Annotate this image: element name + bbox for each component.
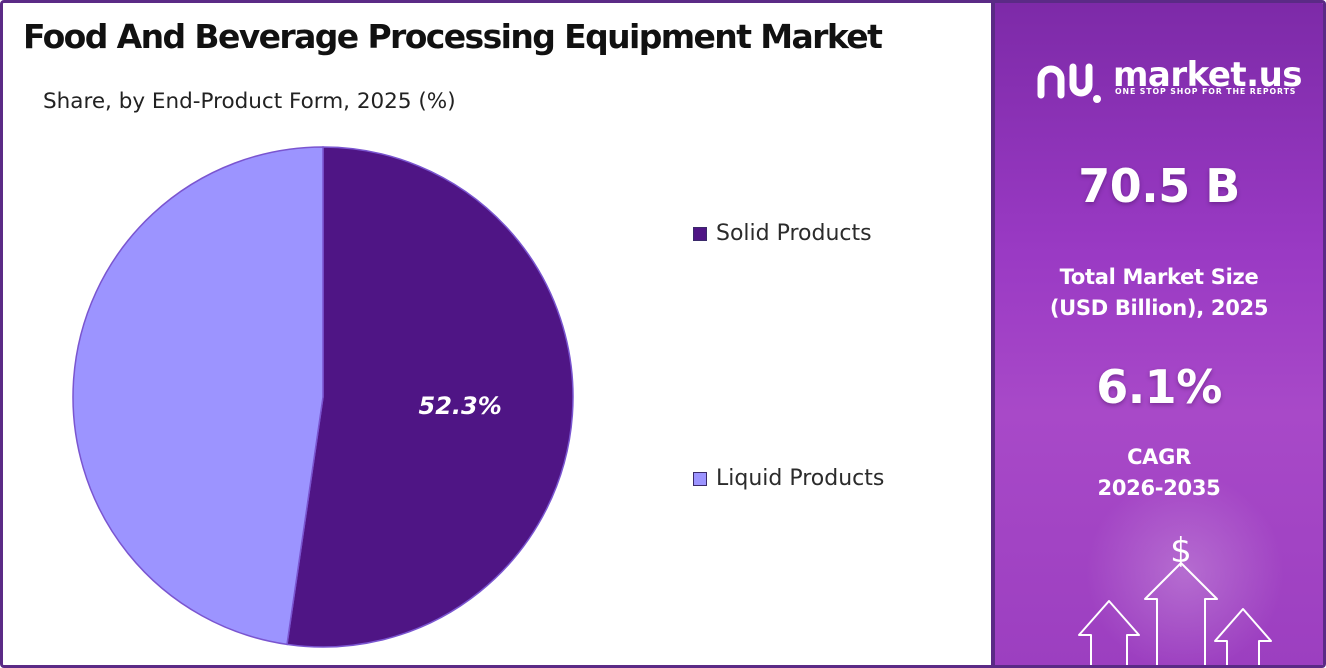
market-size-label-line1: Total Market Size [1059,265,1259,289]
panel-divider [991,3,995,665]
growth-arrows-icon [1078,562,1272,665]
stats-sidebar: market.us ONE STOP SHOP FOR THE REPORTS … [995,3,1323,665]
brand-name: market.us [1113,55,1303,95]
chart-subtitle: Share, by End-Product Form, 2025 (%) [43,89,456,114]
pie-chart: 52.3% [72,146,574,648]
chart-panel: Food And Beverage Processing Equipment M… [3,3,991,665]
legend-swatch-solid-products [693,226,707,241]
brand-logo: market.us ONE STOP SHOP FOR THE REPORTS [1035,55,1305,105]
cagr-value: 6.1% [1096,360,1222,414]
pie-slice-liquid-products [72,146,324,646]
market-size-label-line2: (USD Billion), 2025 [1049,296,1269,320]
legend-label-liquid-products: Liquid Products [716,466,885,491]
brand-tagline: ONE STOP SHOP FOR THE REPORTS [1115,87,1297,96]
market-size-value: 70.5 B [1078,159,1240,213]
legend-swatch-liquid-products [693,471,707,486]
legend-item-liquid-products: Liquid Products [693,466,884,491]
legend-label-solid-products: Solid Products [716,221,872,246]
legend-item-solid-products: Solid Products [693,221,872,246]
market-us-logo-icon [1037,63,1101,103]
pie-slice-solid-products [286,146,574,648]
chart-title: Food And Beverage Processing Equipment M… [23,17,883,56]
cagr-label-line2: 2026-2035 [1097,476,1221,500]
background-glow [1085,473,1285,665]
data-label-solid-products: 52.3% [419,392,502,420]
dollar-icon: $ [1170,531,1192,571]
cagr-label-line1: CAGR [1127,445,1191,469]
